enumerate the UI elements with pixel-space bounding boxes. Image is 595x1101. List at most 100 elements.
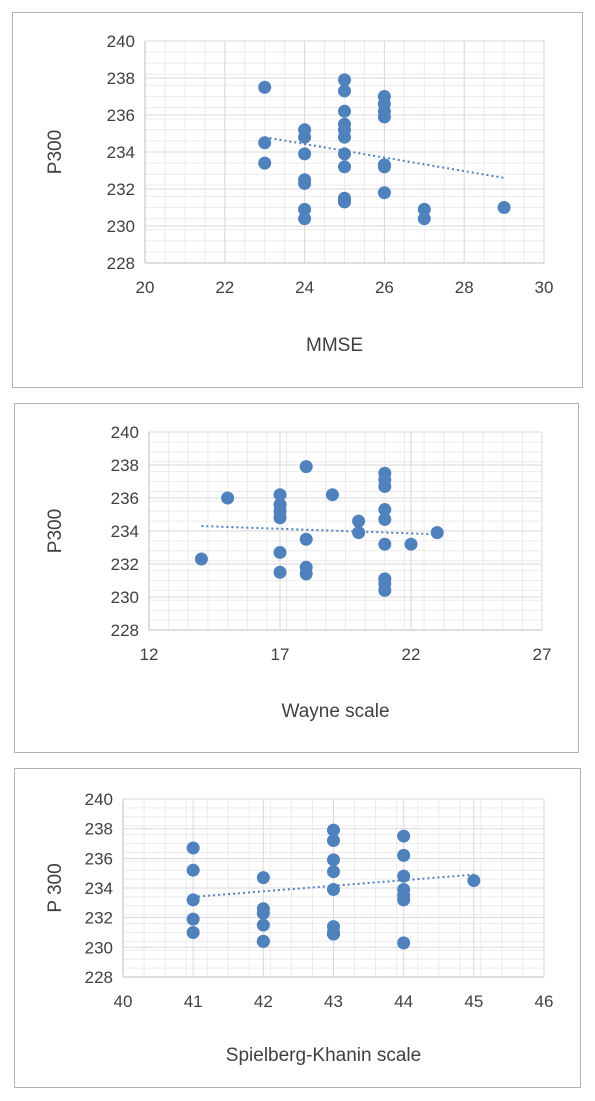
data-point (417, 212, 431, 226)
data-point (327, 865, 340, 879)
data-point (256, 918, 270, 932)
y-tick-label: 236 (85, 849, 113, 868)
x-tick-label: 20 (136, 278, 155, 297)
y-tick-label: 234 (85, 879, 113, 898)
data-point (194, 552, 208, 566)
x-tick-label: 41 (184, 992, 203, 1011)
data-point (338, 193, 351, 207)
x-axis-title: MMSE (306, 335, 363, 356)
data-point (338, 84, 351, 98)
data-point (397, 829, 411, 843)
data-point (338, 147, 351, 161)
y-tick-label: 240 (85, 790, 113, 809)
data-point (186, 912, 200, 926)
data-point (299, 532, 313, 546)
y-tick-label: 230 (107, 217, 135, 236)
y-tick-label: 234 (111, 522, 139, 541)
x-tick-label: 17 (271, 645, 290, 664)
scatter-chart-mmse: 228 230 232 234 236 238 240 20 22 24 26 28 30 MMSE P30… (45, 32, 553, 356)
data-point (338, 104, 351, 118)
y-tick-label: 232 (111, 555, 139, 574)
y-tick-label: 230 (85, 938, 113, 957)
trendline (264, 136, 505, 179)
chart-panel-mmse: 228 230 232 234 236 238 240 20 22 24 26 28 30 MMSE P30… (12, 12, 583, 388)
data-point (298, 212, 312, 226)
data-point (186, 841, 200, 855)
chart-panel-wayne: 228 230 232 234 236 238 240 12 17 22 27 Wayne scale… (14, 403, 579, 753)
x-tick-label: 43 (324, 992, 343, 1011)
data-point (338, 73, 351, 87)
trendline (201, 525, 438, 536)
data-point (186, 926, 200, 939)
data-point (404, 537, 418, 551)
y-tick-label: 228 (107, 254, 135, 273)
x-tick-label: 27 (533, 645, 552, 664)
data-point (256, 906, 270, 920)
scatter-chart-wayne: 228 230 232 234 236 238 240 12 17 22 27 Wayne scale… (45, 423, 552, 722)
data-point (273, 511, 287, 525)
data-point (378, 479, 392, 493)
x-axis-title: Spielberg-Khanin scale (226, 1045, 421, 1066)
data-points (186, 823, 481, 950)
y-tick-label: 234 (107, 143, 135, 162)
data-point (327, 823, 340, 837)
data-point (273, 565, 287, 579)
x-tick-label: 22 (215, 278, 234, 297)
y-tick-label: 236 (111, 489, 139, 508)
data-point (467, 874, 481, 888)
data-point (417, 202, 431, 216)
y-tick-label: 238 (107, 69, 135, 88)
y-axis-title: P 300 (45, 863, 66, 912)
data-point (352, 526, 366, 540)
data-point (327, 927, 340, 941)
data-point (327, 853, 340, 867)
data-point (327, 882, 340, 896)
x-tick-label: 44 (394, 992, 413, 1011)
x-tick-label: 26 (375, 278, 394, 297)
data-point (377, 186, 391, 200)
x-axis-title: Wayne scale (281, 701, 389, 722)
data-point (378, 537, 392, 551)
y-tick-label: 238 (111, 456, 139, 475)
y-axis-title: P300 (45, 509, 66, 553)
x-tick-label: 12 (140, 645, 159, 664)
data-point (430, 526, 444, 540)
y-tick-label: 240 (107, 32, 135, 51)
x-tick-label: 22 (402, 645, 421, 664)
data-points (194, 460, 444, 597)
data-point (397, 936, 411, 950)
data-point (298, 130, 312, 144)
data-point (273, 545, 287, 559)
data-point (186, 893, 200, 907)
y-tick-label: 240 (111, 423, 139, 442)
data-point (327, 834, 340, 848)
gridlines (148, 431, 543, 631)
y-tick-label: 238 (85, 820, 113, 839)
data-point (298, 176, 312, 190)
x-tick-label: 24 (295, 278, 314, 297)
data-point (299, 460, 313, 474)
data-point (298, 202, 312, 216)
data-point (397, 869, 411, 883)
data-point (256, 871, 270, 885)
data-point (221, 491, 235, 505)
gridlines (122, 798, 545, 978)
data-point (298, 147, 312, 161)
data-point (378, 583, 392, 597)
data-point (258, 136, 272, 150)
data-point (378, 503, 392, 517)
y-tick-label: 232 (85, 909, 113, 928)
data-point (258, 80, 272, 94)
data-point (352, 514, 366, 528)
chart-panel-spielberg-khanin: 228 230 232 234 236 238 240 40 41 42 43 44 45 46 Spiel… (14, 768, 581, 1088)
trendline (193, 873, 474, 898)
y-tick-label: 236 (107, 106, 135, 125)
data-point (325, 488, 339, 502)
data-point (378, 512, 392, 526)
y-tick-label: 232 (107, 180, 135, 199)
data-point (338, 160, 351, 174)
data-point (256, 934, 270, 948)
x-tick-label: 42 (254, 992, 273, 1011)
data-point (397, 893, 411, 907)
data-point (299, 567, 313, 581)
